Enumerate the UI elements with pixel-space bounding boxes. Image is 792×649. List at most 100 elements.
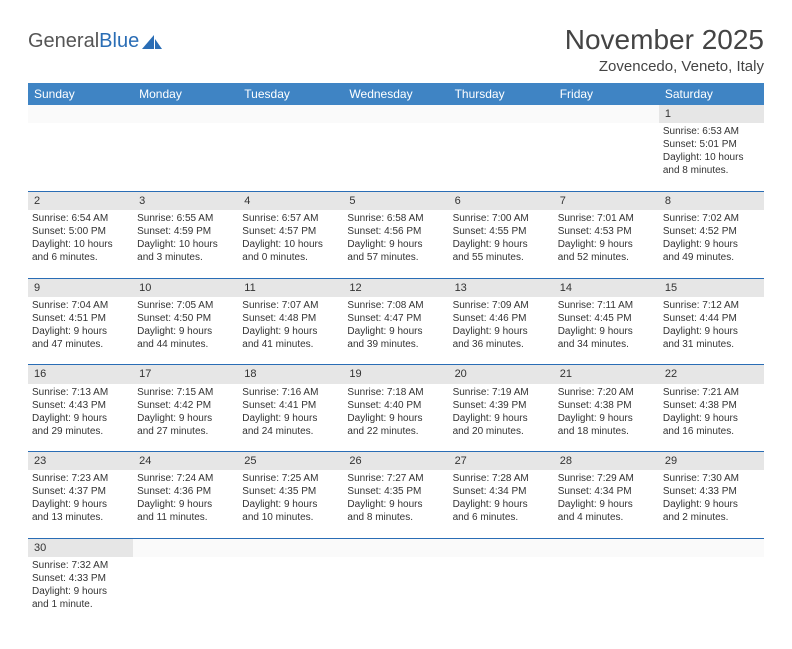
day-number-cell: 7 <box>554 191 659 210</box>
day-info-line: and 34 minutes. <box>558 338 655 351</box>
day-info-line: Sunrise: 6:57 AM <box>242 212 339 225</box>
day-info-line: Daylight: 9 hours <box>347 238 444 251</box>
day-info-line: Sunset: 4:43 PM <box>32 399 129 412</box>
day-cell <box>659 557 764 625</box>
day-info-line: and 16 minutes. <box>663 425 760 438</box>
day-cell <box>554 557 659 625</box>
day-number-cell: 16 <box>28 365 133 384</box>
day-info-line: Sunrise: 7:21 AM <box>663 386 760 399</box>
day-number-cell <box>659 538 764 557</box>
day-number-cell <box>449 538 554 557</box>
week-row: Sunrise: 6:54 AMSunset: 5:00 PMDaylight:… <box>28 210 764 278</box>
day-info-line: Daylight: 9 hours <box>32 585 129 598</box>
day-info-line: Daylight: 9 hours <box>558 412 655 425</box>
day-cell: Sunrise: 7:24 AMSunset: 4:36 PMDaylight:… <box>133 470 238 538</box>
day-number-cell: 17 <box>133 365 238 384</box>
day-info-line: Sunrise: 7:08 AM <box>347 299 444 312</box>
day-info-line: Sunrise: 7:05 AM <box>137 299 234 312</box>
day-cell: Sunrise: 7:15 AMSunset: 4:42 PMDaylight:… <box>133 384 238 452</box>
day-info-line: Sunset: 4:47 PM <box>347 312 444 325</box>
day-info-line: and 24 minutes. <box>242 425 339 438</box>
daynum-row: 9101112131415 <box>28 278 764 297</box>
day-number-cell: 23 <box>28 452 133 471</box>
day-info-line: and 44 minutes. <box>137 338 234 351</box>
day-info-line: Sunrise: 6:58 AM <box>347 212 444 225</box>
day-info-line: Sunset: 4:37 PM <box>32 485 129 498</box>
day-info-line: Sunrise: 7:24 AM <box>137 472 234 485</box>
day-cell: Sunrise: 7:04 AMSunset: 4:51 PMDaylight:… <box>28 297 133 365</box>
day-cell: Sunrise: 7:12 AMSunset: 4:44 PMDaylight:… <box>659 297 764 365</box>
week-row: Sunrise: 7:04 AMSunset: 4:51 PMDaylight:… <box>28 297 764 365</box>
day-number-cell: 5 <box>343 191 448 210</box>
day-info-line: Sunset: 4:34 PM <box>453 485 550 498</box>
day-info-line: Sunset: 4:50 PM <box>137 312 234 325</box>
day-cell <box>343 123 448 191</box>
day-number-cell: 3 <box>133 191 238 210</box>
weekday-header: Friday <box>554 83 659 105</box>
day-info-line: Sunset: 4:39 PM <box>453 399 550 412</box>
daynum-row: 30 <box>28 538 764 557</box>
day-info-line: Daylight: 9 hours <box>137 412 234 425</box>
day-number-cell <box>238 538 343 557</box>
logo: GeneralBlue <box>28 30 162 53</box>
day-info-line: and 39 minutes. <box>347 338 444 351</box>
day-cell: Sunrise: 7:28 AMSunset: 4:34 PMDaylight:… <box>449 470 554 538</box>
day-cell <box>449 557 554 625</box>
day-cell: Sunrise: 7:11 AMSunset: 4:45 PMDaylight:… <box>554 297 659 365</box>
day-info-line: Daylight: 9 hours <box>137 498 234 511</box>
calendar-table: SundayMondayTuesdayWednesdayThursdayFrid… <box>28 83 764 625</box>
day-info-line: Daylight: 9 hours <box>663 238 760 251</box>
day-info-line: Daylight: 9 hours <box>242 325 339 338</box>
day-number-cell: 13 <box>449 278 554 297</box>
weekday-header: Thursday <box>449 83 554 105</box>
day-info-line: Sunset: 4:56 PM <box>347 225 444 238</box>
day-info-line: Sunrise: 6:55 AM <box>137 212 234 225</box>
day-cell <box>449 123 554 191</box>
day-info-line: Sunrise: 7:25 AM <box>242 472 339 485</box>
day-info-line: Sunset: 4:40 PM <box>347 399 444 412</box>
day-number-cell: 14 <box>554 278 659 297</box>
day-cell: Sunrise: 7:25 AMSunset: 4:35 PMDaylight:… <box>238 470 343 538</box>
day-info-line: Daylight: 9 hours <box>242 412 339 425</box>
day-info-line: and 2 minutes. <box>663 511 760 524</box>
day-info-line: Sunrise: 7:18 AM <box>347 386 444 399</box>
day-number-cell <box>238 105 343 123</box>
day-info-line: Sunrise: 7:27 AM <box>347 472 444 485</box>
day-cell: Sunrise: 7:02 AMSunset: 4:52 PMDaylight:… <box>659 210 764 278</box>
day-cell: Sunrise: 7:27 AMSunset: 4:35 PMDaylight:… <box>343 470 448 538</box>
day-info-line: and 8 minutes. <box>347 511 444 524</box>
day-info-line: Sunset: 4:44 PM <box>663 312 760 325</box>
day-info-line: Sunset: 4:52 PM <box>663 225 760 238</box>
daynum-row: 23242526272829 <box>28 452 764 471</box>
week-row: Sunrise: 7:13 AMSunset: 4:43 PMDaylight:… <box>28 384 764 452</box>
day-info-line: and 22 minutes. <box>347 425 444 438</box>
daynum-row: 2345678 <box>28 191 764 210</box>
day-cell: Sunrise: 7:19 AMSunset: 4:39 PMDaylight:… <box>449 384 554 452</box>
day-info-line: Sunrise: 7:13 AM <box>32 386 129 399</box>
day-info-line: Daylight: 9 hours <box>558 325 655 338</box>
day-number-cell: 10 <box>133 278 238 297</box>
header: GeneralBlue November 2025 Zovencedo, Ven… <box>28 24 764 75</box>
day-info-line: Sunset: 5:00 PM <box>32 225 129 238</box>
day-number-cell: 30 <box>28 538 133 557</box>
day-info-line: and 4 minutes. <box>558 511 655 524</box>
weekday-header: Sunday <box>28 83 133 105</box>
day-info-line: and 47 minutes. <box>32 338 129 351</box>
day-info-line: Daylight: 9 hours <box>32 412 129 425</box>
day-info-line: Daylight: 9 hours <box>242 498 339 511</box>
day-number-cell: 27 <box>449 452 554 471</box>
day-number-cell: 4 <box>238 191 343 210</box>
day-number-cell: 24 <box>133 452 238 471</box>
day-info-line: Daylight: 9 hours <box>347 412 444 425</box>
day-number-cell: 25 <box>238 452 343 471</box>
day-info-line: and 1 minute. <box>32 598 129 611</box>
day-info-line: Sunrise: 7:32 AM <box>32 559 129 572</box>
day-info-line: Sunset: 4:34 PM <box>558 485 655 498</box>
day-info-line: and 36 minutes. <box>453 338 550 351</box>
day-cell: Sunrise: 7:18 AMSunset: 4:40 PMDaylight:… <box>343 384 448 452</box>
day-cell <box>238 123 343 191</box>
day-info-line: Sunrise: 7:19 AM <box>453 386 550 399</box>
day-info-line: Sunset: 4:36 PM <box>137 485 234 498</box>
day-number-cell: 12 <box>343 278 448 297</box>
calendar-body: 1 Sunrise: 6:53 AMSunset: 5:01 PMDayligh… <box>28 105 764 625</box>
